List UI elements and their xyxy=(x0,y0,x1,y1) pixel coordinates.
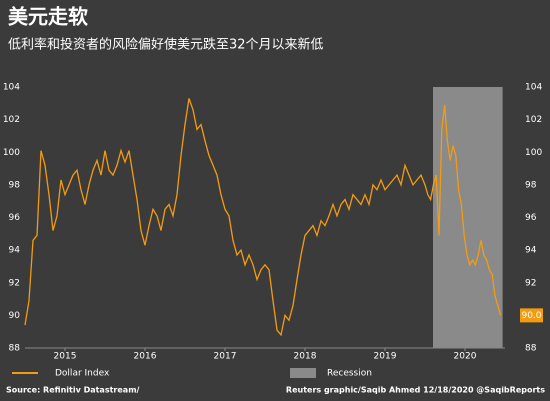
recession-band xyxy=(433,87,503,348)
y-tick-label: 88 xyxy=(9,344,21,354)
y2-tick-label: 92 xyxy=(525,278,536,288)
y2-tick-label: 104 xyxy=(525,83,542,93)
y-tick-label: 100 xyxy=(3,148,20,158)
source: Source: Refinitiv Datastream/ xyxy=(6,386,140,395)
chart-subtitle: 低利率和投资者的风险偏好使美元跌至32个月以来新低 xyxy=(8,37,324,53)
x-tick-label: 2018 xyxy=(294,352,317,362)
x-tick-label: 2020 xyxy=(454,352,477,362)
value-label: 90.0 xyxy=(521,311,541,321)
y-tick-label: 104 xyxy=(3,83,20,93)
x-tick-label: 2017 xyxy=(214,352,237,362)
value-label-box xyxy=(520,308,543,323)
y-tick-label: 102 xyxy=(3,115,20,125)
legend-label: Dollar Index xyxy=(55,369,110,379)
x-tick-label: 2015 xyxy=(54,352,77,362)
y2-tick-label: 100 xyxy=(525,148,542,158)
x-tick-label: 2019 xyxy=(374,352,397,362)
y2-tick-label: 102 xyxy=(525,115,542,125)
y-tick-label: 90 xyxy=(9,311,21,321)
y-tick-label: 98 xyxy=(9,180,21,190)
chart-title: 美元走软 xyxy=(8,5,88,29)
y2-tick-label: 88 xyxy=(525,344,537,354)
credit: Reuters graphic/Saqib Ahmed 12/18/2020 @… xyxy=(286,386,545,395)
y-tick-label: 94 xyxy=(9,246,21,256)
y2-tick-label: 94 xyxy=(525,246,537,256)
y-tick-label: 96 xyxy=(9,213,21,223)
data-line xyxy=(24,98,502,337)
legend-swatch xyxy=(290,368,316,378)
y-tick-label: 92 xyxy=(9,278,20,288)
legend-label: Recession xyxy=(327,369,372,379)
y2-tick-label: 98 xyxy=(525,180,537,190)
x-tick-label: 2016 xyxy=(134,352,157,362)
y2-tick-label: 96 xyxy=(525,213,537,223)
